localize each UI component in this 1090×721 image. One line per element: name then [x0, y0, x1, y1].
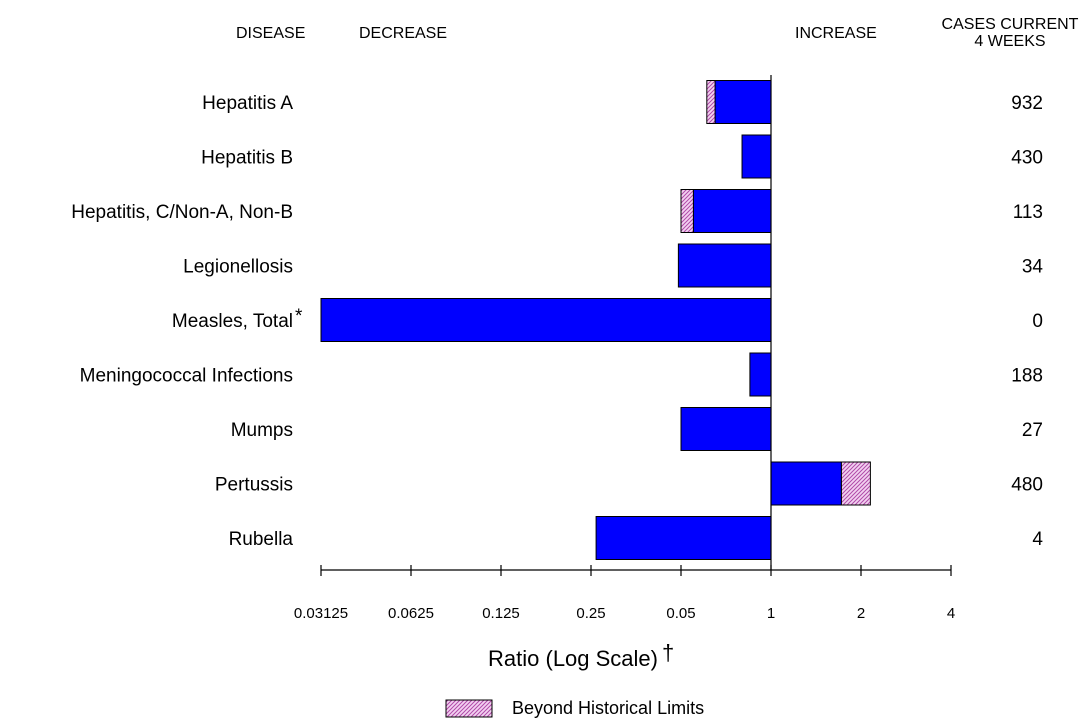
ratio-bar [741, 134, 772, 179]
x-tick-label: 0.125 [482, 605, 520, 622]
x-tick-label: 0.05 [666, 605, 695, 622]
legend-swatch-beyond-limits [445, 699, 493, 718]
chart-row: Measles, Total * 0 [172, 298, 1043, 342]
chart-row: Hepatitis A 932 [202, 80, 1043, 124]
chart-row: Hepatitis, C/Non-A, Non-B 113 [71, 189, 1043, 233]
legend-label: Beyond Historical Limits [512, 698, 704, 718]
ratio-bar [770, 461, 842, 506]
legend: Beyond Historical Limits [445, 698, 704, 718]
chart-rows: Hepatitis A 932 Hepatitis B 430 Hepatitis, C… [71, 75, 1043, 570]
x-tick-label: 2 [857, 605, 865, 622]
disease-label: Legionellosis [183, 257, 293, 278]
chart-row: Meningococcal Infections 188 [80, 352, 1043, 397]
ratio-bar [692, 189, 772, 233]
cases-count: 932 [1011, 93, 1043, 114]
cases-count: 480 [1011, 475, 1043, 496]
header-increase: INCREASE [795, 25, 877, 42]
x-tick-label: 0.0625 [388, 605, 434, 622]
cases-count: 27 [1022, 420, 1043, 441]
disease-label: Hepatitis B [201, 148, 293, 169]
cases-count: 113 [1013, 202, 1043, 223]
ratio-bar [595, 516, 772, 560]
cases-count: 430 [1011, 148, 1043, 169]
disease-label: Pertussis [215, 475, 293, 496]
cases-count: 34 [1022, 257, 1044, 278]
x-axis-title: Ratio (Log Scale) [488, 646, 658, 671]
x-tick-label: 0.03125 [294, 605, 348, 622]
disease-label: Mumps [231, 420, 293, 441]
chart-row: Mumps 27 [231, 407, 1043, 451]
disease-label: Measles, Total [172, 311, 293, 332]
cases-count: 0 [1032, 311, 1043, 332]
chart-row: Legionellosis 34 [183, 243, 1044, 288]
cases-count: 188 [1011, 366, 1043, 387]
ratio-bar [680, 407, 772, 451]
chart-row: Hepatitis B 430 [201, 134, 1043, 179]
ratio-bar [677, 243, 772, 288]
x-axis-title-dagger: † [662, 640, 674, 665]
header-cases-current: CASES CURRENT 4 WEEKS [930, 16, 1090, 50]
x-tick-label: 4 [947, 605, 955, 622]
ratio-bar [749, 352, 772, 397]
ratio-bar [714, 80, 772, 124]
disease-label: Rubella [229, 529, 294, 550]
x-tick-label: 1 [767, 605, 775, 622]
disease-label: Hepatitis A [202, 93, 293, 114]
disease-label: Hepatitis, C/Non-A, Non-B [71, 202, 293, 223]
chart-row: Pertussis 480 [215, 461, 1043, 506]
cases-count: 4 [1032, 529, 1043, 550]
ratio-bar [320, 298, 772, 342]
beyond-limits-bar [680, 189, 694, 233]
header-decrease: DECREASE [359, 25, 448, 42]
x-tick-label: 0.25 [576, 605, 605, 622]
header-cases-line1: CASES CURRENT [941, 16, 1079, 33]
disease-label-asterisk: * [295, 306, 303, 327]
beyond-limits-bar [706, 80, 716, 124]
header-cases-line2: 4 WEEKS [974, 33, 1046, 50]
header-disease: DISEASE [236, 25, 306, 42]
chart-row: Rubella 4 [229, 516, 1043, 560]
beyond-limits-bar [840, 461, 871, 506]
disease-label: Meningococcal Infections [80, 366, 293, 387]
x-axis: 0.03125 0.0625 0.125 0.25 0.05 1 2 4 [294, 565, 955, 622]
